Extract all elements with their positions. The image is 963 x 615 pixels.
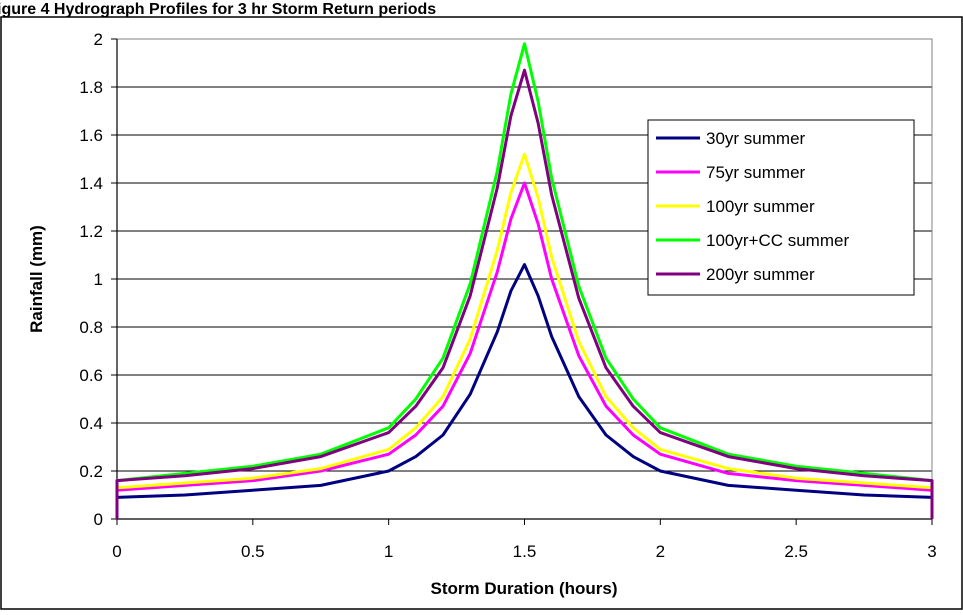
legend-label-200yr-summer: 200yr summer xyxy=(706,265,815,284)
legend-label-100yr-cc-summer: 100yr+CC summer xyxy=(706,231,849,250)
y-tick-label: 0.6 xyxy=(79,366,103,385)
legend-label-75yr-summer: 75yr summer xyxy=(706,163,806,182)
series-lines xyxy=(115,42,934,519)
legend-label-30yr-summer: 30yr summer xyxy=(706,129,806,148)
axes: 0 0.2 0.4 0.6 0.8 1 1.2 1.4 1.6 1.8 2 0 0.5 1 1.5 2 2.5 3 xyxy=(79,30,936,561)
y-tick-label: 1.2 xyxy=(79,222,103,241)
legend: 30yr summer 75yr summer 100yr summer 100yr+… xyxy=(647,119,915,296)
x-tick-label: 2.5 xyxy=(784,542,808,561)
chart-title: igure 4 Hydrograph Profiles for 3 hr Sto… xyxy=(0,1,436,18)
y-tick-label: 0.4 xyxy=(79,414,103,433)
y-tick-label: 1.6 xyxy=(79,126,103,145)
y-tick-label: 0.2 xyxy=(79,462,103,481)
x-tick-label: 1.5 xyxy=(513,542,537,561)
y-tick-label: 1.8 xyxy=(79,78,103,97)
series-line-200yr-summer xyxy=(115,68,934,519)
x-tick-label: 0 xyxy=(112,542,121,561)
y-tick-label: 0 xyxy=(94,510,103,529)
series-line-75yr-summer xyxy=(115,181,934,519)
y-tick-label: 1.4 xyxy=(79,174,103,193)
y-axis-title: Rainfall (mm) xyxy=(27,225,46,333)
chart-border xyxy=(0,16,963,610)
x-tick-label: 2 xyxy=(656,542,665,561)
series-line-100yr-cc-summer xyxy=(115,42,934,519)
series-line-100yr-summer xyxy=(115,152,934,519)
x-tick-label: 0.5 xyxy=(241,542,265,561)
series-line-30yr-summer xyxy=(115,263,934,519)
y-tick-label: 0.8 xyxy=(79,318,103,337)
legend-label-100yr-summer: 100yr summer xyxy=(706,197,815,216)
x-tick-label: 3 xyxy=(927,542,936,561)
x-axis-title: Storm Duration (hours) xyxy=(431,579,618,598)
x-tick-label: 1 xyxy=(384,542,393,561)
y-tick-label: 2 xyxy=(94,30,103,49)
y-tick-label: 1 xyxy=(94,270,103,289)
